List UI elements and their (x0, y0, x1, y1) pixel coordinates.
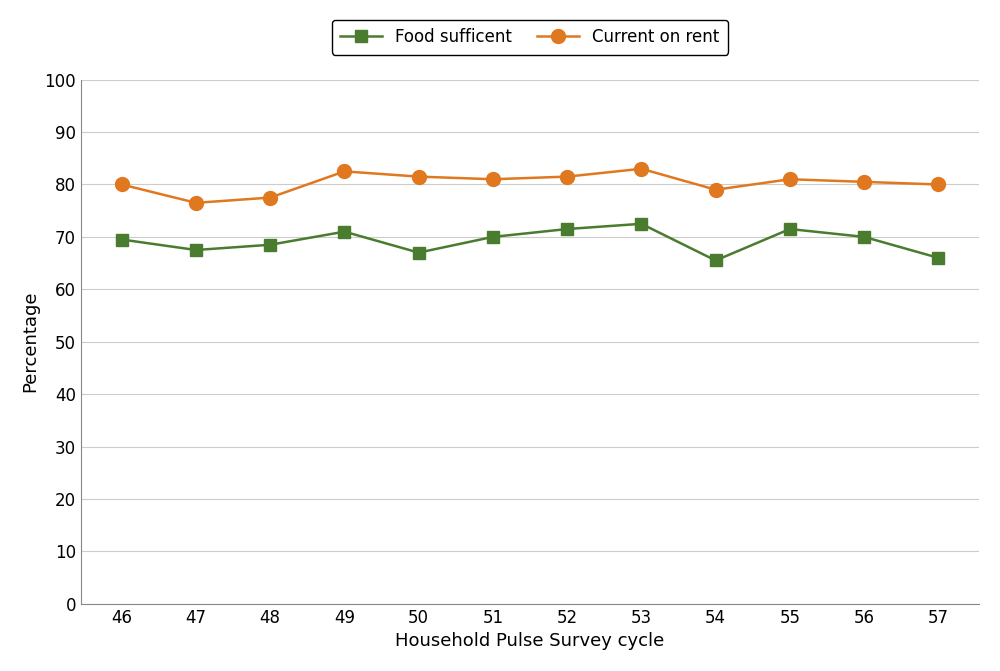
Food sufficent (635, 220, 647, 228)
Legend: Food sufficent, Current on rent: Food sufficent, Current on rent (332, 20, 728, 54)
Food sufficent (932, 254, 944, 262)
Current on rent (413, 172, 425, 180)
Current on rent (487, 175, 499, 183)
Food sufficent (116, 236, 128, 244)
Current on rent (190, 199, 202, 207)
Food sufficent (487, 233, 499, 241)
Food sufficent (413, 248, 425, 256)
X-axis label: Household Pulse Survey cycle: Household Pulse Survey cycle (395, 632, 665, 650)
Food sufficent (264, 241, 276, 249)
Current on rent (338, 167, 350, 175)
Current on rent (561, 172, 573, 180)
Y-axis label: Percentage: Percentage (21, 291, 39, 393)
Food sufficent (784, 225, 796, 233)
Line: Food sufficent: Food sufficent (116, 218, 944, 266)
Current on rent (932, 180, 944, 189)
Food sufficent (858, 233, 870, 241)
Food sufficent (338, 227, 350, 236)
Line: Current on rent: Current on rent (115, 162, 945, 210)
Food sufficent (710, 256, 722, 264)
Current on rent (858, 178, 870, 186)
Food sufficent (561, 225, 573, 233)
Current on rent (116, 180, 128, 189)
Current on rent (784, 175, 796, 183)
Current on rent (635, 165, 647, 173)
Current on rent (264, 193, 276, 201)
Food sufficent (190, 246, 202, 254)
Current on rent (710, 186, 722, 194)
